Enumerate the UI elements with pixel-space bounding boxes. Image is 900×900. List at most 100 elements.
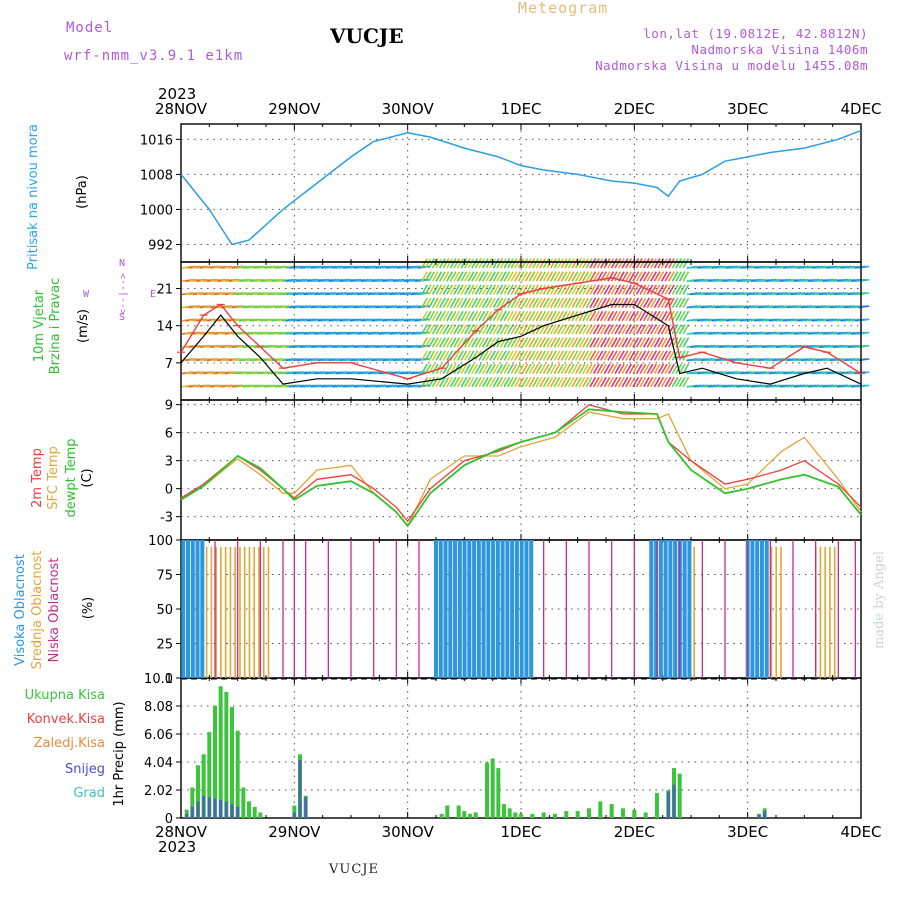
wind-barb [478,258,486,269]
wind-barb [510,376,518,388]
wind-barb [607,337,615,348]
wind-barb [492,363,500,375]
wind-barb [574,271,582,282]
wind-barb [600,324,607,335]
wind-barb [557,271,564,282]
wind-barb [496,376,504,388]
wind-barb [446,376,454,388]
date-label-bottom: 29NOV [268,823,321,841]
wind-barb [438,310,446,322]
wind-barb [664,310,672,322]
precip-total-bar [241,787,246,818]
wind-barb [635,324,643,335]
y-tick-label: 100 [148,534,173,549]
wind-barb [671,376,679,388]
wind-barb [596,310,604,322]
wind-barb [521,258,529,269]
wind-barb [535,271,543,282]
wind-barb [464,350,471,361]
wind-barb [557,350,564,361]
wind-barb [453,258,461,269]
wind-barb [660,350,668,361]
wind-barb [542,284,550,295]
wind-barb [617,363,625,375]
wind-barb [496,297,504,309]
cloud-high-bar [687,540,692,678]
cloud-high-bar [467,540,472,678]
wind-barb [582,337,590,348]
wind-barb [664,350,672,361]
wind-barb [625,310,632,322]
wind-barb [660,258,668,269]
wind-barb [858,278,870,282]
wind-barb [621,297,629,309]
wind-barb [571,376,579,388]
wind-barb [589,337,597,348]
wind-barb [628,271,636,282]
wind-barb [435,337,443,348]
cloud-high-bar [438,540,443,678]
wind-barb [639,310,647,322]
wind-barb [424,297,432,309]
wind-barb [603,363,611,375]
wind-barb [628,363,636,375]
precip-snow-bar [224,801,228,818]
wind-barb [549,337,557,348]
wind-barb [514,376,522,388]
wind-barb [478,271,486,282]
wind-barb [589,297,597,309]
wind-barb [592,297,600,309]
wind-barb [642,350,650,361]
wind-barb [642,297,650,309]
wind-barb [646,350,654,361]
wind-barb [499,350,507,361]
wind-barb [574,363,582,375]
wind-barb [628,284,636,295]
wind-barb [635,337,643,348]
wind-barb [635,271,643,282]
wind-barb [671,258,679,269]
wind-barb [614,284,622,295]
wind-barb [607,271,615,282]
date-label-bottom: 3DEC [727,823,768,841]
wind-barb [632,376,640,388]
wind-barb [535,376,543,388]
wind-barb [668,337,675,348]
wind-barb [521,310,529,322]
wind-barb [582,271,590,282]
wind-barb [660,376,668,388]
wind-barb [650,271,658,282]
wind-barb [660,324,668,335]
wind-barb [625,376,632,388]
dewpoint-line [180,408,862,528]
wind-barb [632,350,640,361]
wind-barb [418,305,430,309]
wind-barb [421,337,428,348]
wind-speed-line [180,303,862,385]
wind-barb [449,284,457,295]
wind-barb [506,337,514,348]
wind-barb [657,363,665,375]
wind-barb [528,337,536,348]
wind-barb [464,324,471,335]
y-tick-label: 25 [156,638,173,653]
wind-barb [642,376,650,388]
wind-barb [467,271,475,282]
wind-barb [650,350,658,361]
wind-barb [650,376,658,388]
wind-barb [603,337,611,348]
model-label: Model [66,20,114,36]
wind-barb [474,363,482,375]
wind-barb [603,350,611,361]
wind-barb [514,284,522,295]
wind-barb [485,363,493,375]
wind-barb [653,324,661,335]
wind-barb [539,363,547,375]
wind-barb [632,363,640,375]
wind-barb [428,284,436,295]
wind-barb [671,284,679,295]
wind-barb [453,284,461,295]
wind-barb [431,324,439,335]
precip-total-bar [190,787,195,818]
wind-barb [421,297,428,309]
